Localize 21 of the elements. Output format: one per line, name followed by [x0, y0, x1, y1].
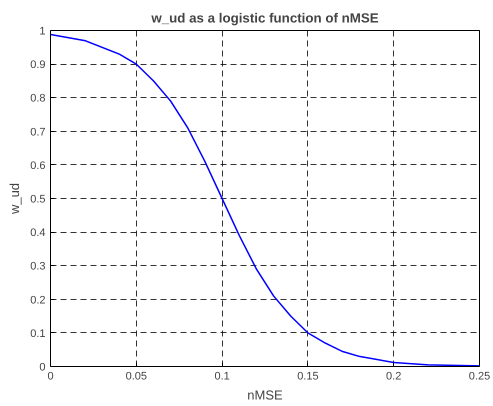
y-tick-label: 0	[39, 362, 46, 374]
x-tick-label: 0.1	[214, 370, 230, 382]
x-tick-label: 0.15	[297, 370, 319, 382]
y-tick-label: 0.2	[30, 294, 46, 306]
y-tick-label: 0.3	[30, 260, 46, 273]
x-tick-label: 0.25	[468, 370, 490, 382]
y-tick-label: 0.9	[30, 59, 46, 72]
y-tick-label: 0.1	[30, 328, 46, 340]
y-axis-title: w_ud	[7, 182, 22, 216]
x-tick-label: 0.05	[126, 370, 148, 382]
x-axis-title: nMSE	[247, 388, 284, 402]
x-tick-label: 0	[47, 370, 54, 382]
y-tick-label: 1	[39, 26, 46, 38]
y-tick-label: 0.6	[30, 160, 46, 172]
y-tick-label: 0.8	[30, 92, 46, 105]
y-tick-label: 0.4	[30, 227, 46, 240]
x-tick-label: 0.2	[386, 370, 402, 382]
chart-title: w_ud as a logistic function of nMSE	[150, 10, 379, 26]
y-tick-label: 0.5	[30, 194, 46, 206]
line-series	[50, 34, 480, 366]
y-tick-label: 0.7	[30, 126, 46, 138]
